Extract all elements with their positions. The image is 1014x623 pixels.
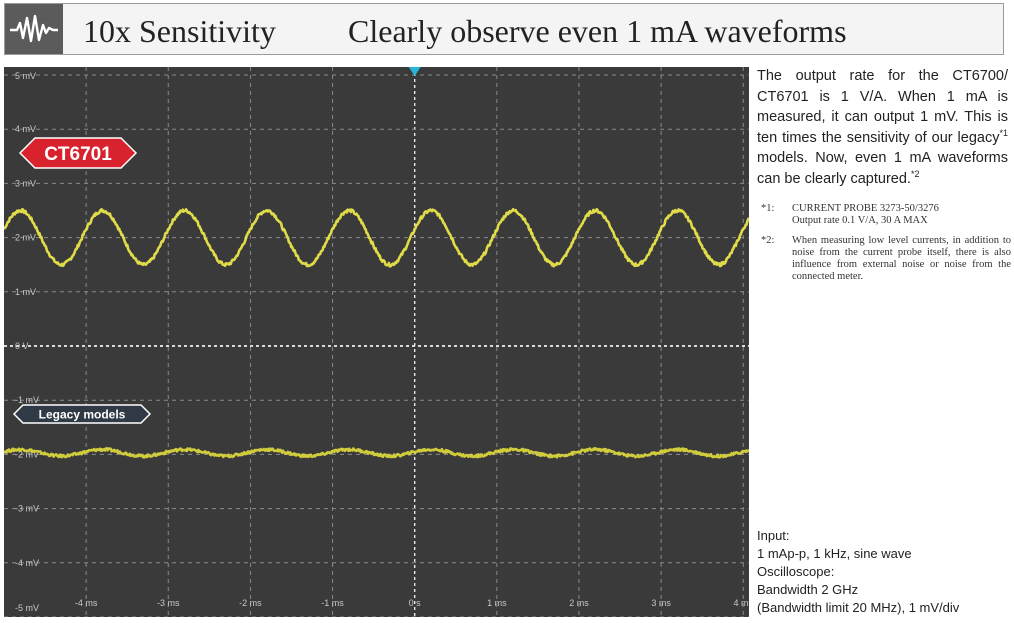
footnote-2: *2: When measuring low level currents, i… [761, 235, 1011, 283]
x-tick-label: 0 s [409, 598, 422, 608]
x-tick-label: -1 ms [321, 598, 344, 608]
description-part-1: The output rate for the CT6700/ CT6701 i… [757, 68, 1008, 146]
footnote-1-label: *1: [761, 203, 775, 214]
condition-line: 1 mAp-p, 1 kHz, sine wave [757, 546, 912, 561]
y-tick-label: 5 mV [15, 71, 36, 81]
description-part-2: models. Now, even 1 mA waveforms can be … [757, 150, 1008, 187]
condition-line: Bandwidth 2 GHz [757, 582, 859, 597]
x-tick-label: 2 ms [569, 598, 589, 608]
measurement-conditions: Input: 1 mAp-p, 1 kHz, sine wave Oscillo… [757, 527, 1012, 617]
x-tick-label: 1 ms [487, 598, 507, 608]
footnote-1: *1: CURRENT PROBE 3273-50/3276 Output ra… [761, 203, 1011, 227]
condition-line: Oscilloscope: [757, 564, 835, 579]
y-tick-label: 2 mV [15, 233, 36, 243]
header-banner: 10x Sensitivity Clearly observe even 1 m… [4, 3, 1004, 55]
x-tick-label: 4 ms [733, 598, 749, 608]
header-subtitle: Clearly observe even 1 mA waveforms [348, 13, 847, 49]
x-tick-label: -4 ms [75, 598, 98, 608]
x-tick-label: -3 ms [157, 598, 180, 608]
trigger-marker-icon [408, 67, 421, 76]
waveform-legacy [4, 446, 749, 459]
y-tick-label: -2 mV [15, 449, 39, 459]
header-title: 10x Sensitivity [83, 13, 276, 49]
footnote-1-line-2: Output rate 0.1 V/A, 30 A MAX [792, 215, 928, 226]
y-tick-label: 4 mV [15, 124, 36, 134]
series-label: Legacy models [39, 407, 126, 421]
footnote-ref-1: *1 [999, 127, 1008, 138]
footnote-1-line-1: CURRENT PROBE 3273-50/3276 [792, 203, 939, 214]
oscilloscope-screen: 5 mV 4 mV 3 mV 2 mV 1 mV 0 V -1 mV -2 mV -3 mV -4… [4, 67, 749, 617]
series-label: CT6701 [44, 144, 112, 165]
y-tick-label: 3 mV [15, 178, 36, 188]
footnote-2-text: When measuring low level currents, in ad… [792, 235, 1011, 282]
waveform-ct6701 [4, 207, 749, 268]
description-text: The output rate for the CT6700/ CT6701 i… [757, 66, 1008, 189]
footnote-2-label: *2: [761, 235, 775, 246]
x-tick-label: -2 ms [239, 598, 262, 608]
y-tick-label: 1 mV [15, 287, 36, 297]
y-tick-label: -3 mV [15, 504, 39, 514]
oscilloscope-plot: 5 mV 4 mV 3 mV 2 mV 1 mV 0 V -1 mV -2 mV -3 mV -4… [4, 67, 749, 617]
x-tick-label: 3 ms [651, 598, 671, 608]
series-badge-ct6701 [18, 137, 138, 169]
condition-line: Input: [757, 528, 790, 543]
y-tick-label: -4 mV [15, 558, 39, 568]
footnote-ref-2: *2 [910, 168, 920, 179]
y-tick-label: -5 mV [15, 603, 39, 613]
waveform-icon [5, 4, 63, 54]
y-tick-label: 0 V [15, 341, 29, 351]
condition-line: (Bandwidth limit 20 MHz), 1 mV/div [757, 600, 960, 615]
y-tick-label: -1 mV [15, 395, 39, 405]
series-badge-legacy [12, 404, 152, 424]
